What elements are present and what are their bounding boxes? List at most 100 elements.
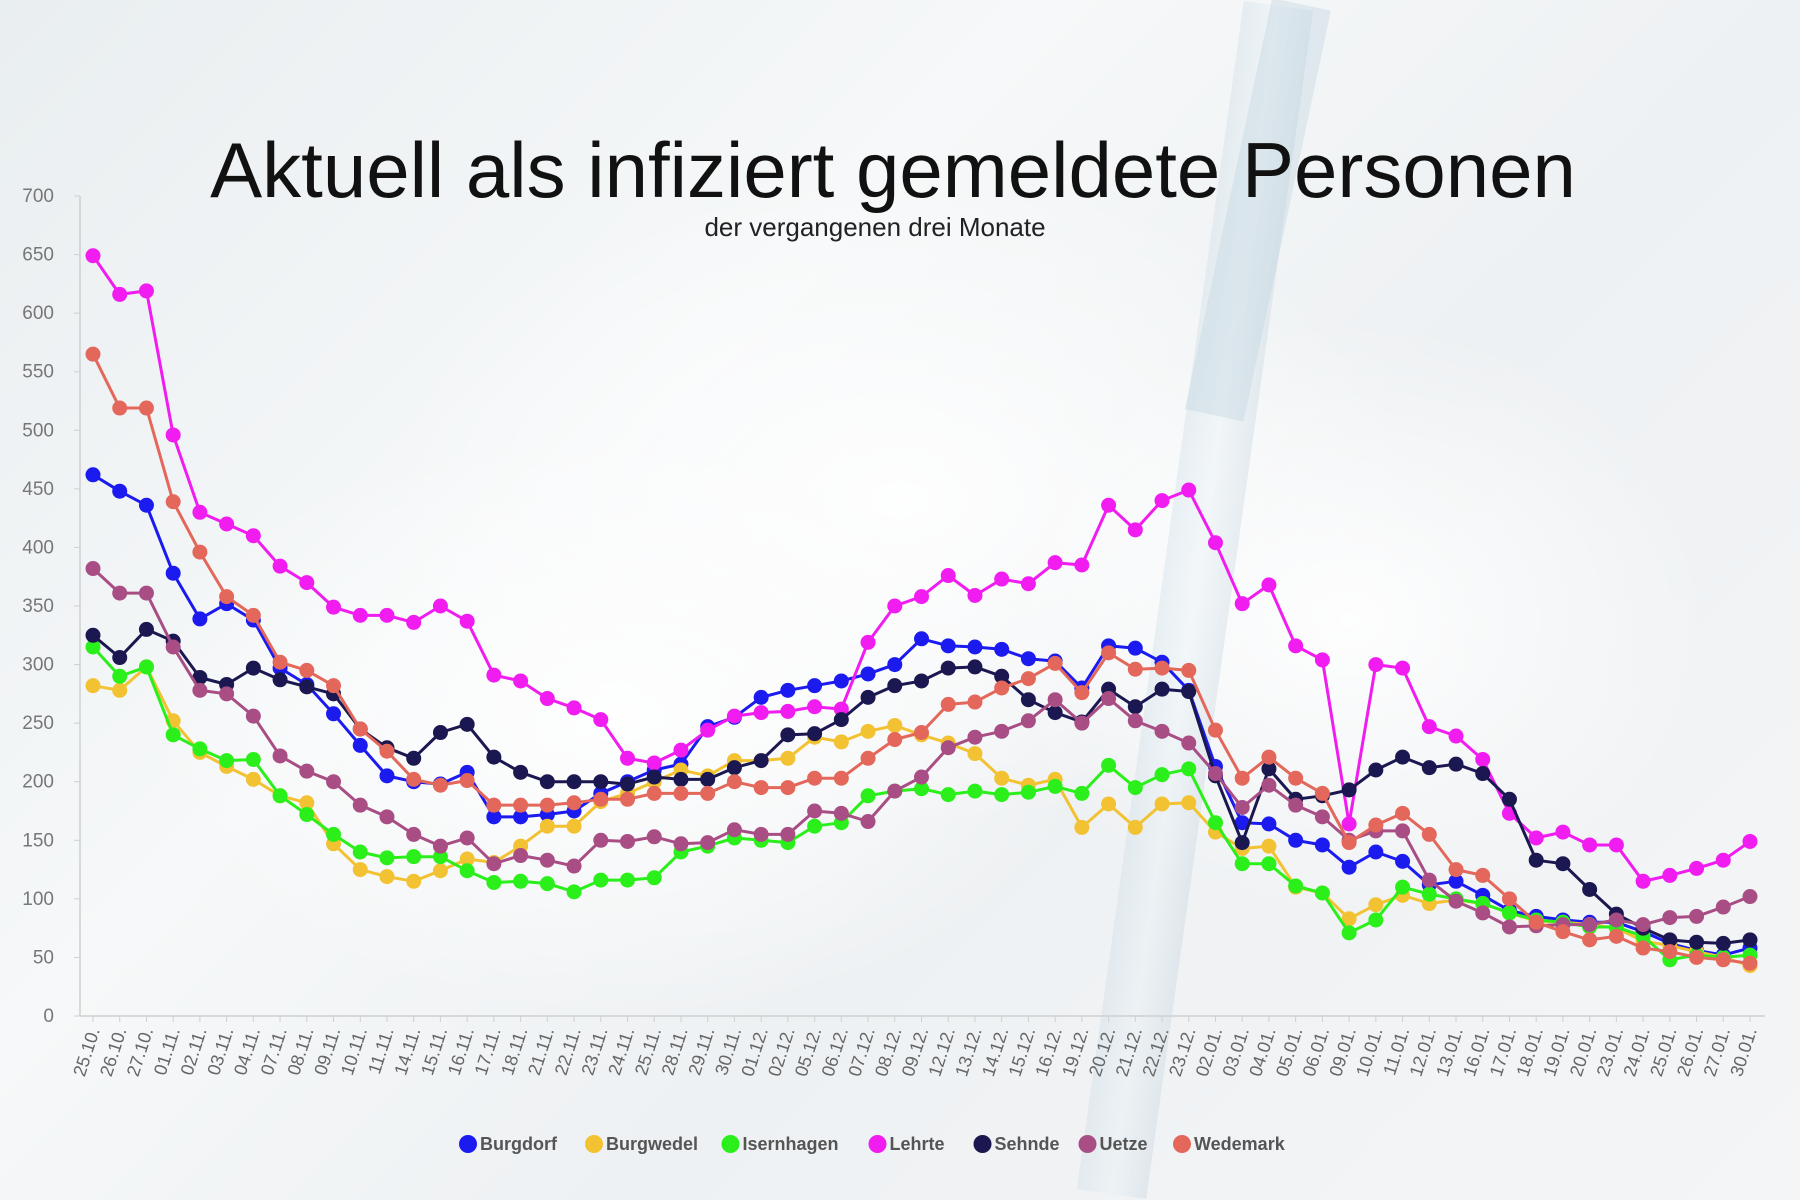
y-tick-label: 350 <box>22 596 54 617</box>
data-point-lehrte <box>165 427 181 443</box>
y-tick-label: 550 <box>22 362 54 383</box>
data-point-wedemark <box>940 696 956 712</box>
data-point-isernhagen <box>352 844 368 860</box>
data-point-isernhagen <box>807 818 823 834</box>
data-point-isernhagen <box>406 849 422 865</box>
data-point-wedemark <box>1528 914 1544 930</box>
legend-label-burgdorf: Burgdorf <box>480 1134 558 1154</box>
data-point-sehnde <box>1261 761 1277 777</box>
data-point-isernhagen <box>994 787 1010 803</box>
data-point-lehrte <box>780 703 796 719</box>
data-point-burgdorf <box>379 768 395 784</box>
series-line-isernhagen <box>91 645 1751 962</box>
data-point-lehrte <box>914 589 929 605</box>
data-point-wedemark <box>833 770 849 786</box>
data-point-sehnde <box>459 716 475 732</box>
data-point-burgdorf <box>994 641 1010 657</box>
data-point-uetze <box>620 833 636 849</box>
data-point-uetze <box>914 769 929 785</box>
data-point-burgwedel <box>994 770 1010 786</box>
data-point-wedemark <box>753 780 769 796</box>
data-point-burgwedel <box>299 795 315 811</box>
data-point-wedemark <box>272 654 288 670</box>
y-tick-label: 200 <box>22 772 54 793</box>
legend: Burgdorf Burgwedel Isernhagen Lehrte Sehnde U… <box>459 1134 1286 1154</box>
data-point-isernhagen <box>1314 885 1330 901</box>
data-point-lehrte <box>673 742 689 758</box>
data-point-wedemark <box>1421 826 1437 842</box>
data-point-wedemark <box>1501 891 1517 907</box>
y-tick-label: 650 <box>22 245 54 266</box>
data-point-lehrte <box>1689 860 1705 876</box>
data-point-burgdorf <box>807 678 823 694</box>
data-point-uetze <box>1448 893 1464 909</box>
data-point-uetze <box>1475 905 1491 921</box>
data-point-isernhagen <box>646 870 662 886</box>
data-point-sehnde <box>1341 782 1357 798</box>
data-point-wedemark <box>967 694 983 710</box>
data-point-lehrte <box>326 599 342 615</box>
y-tick-label: 0 <box>43 1006 54 1027</box>
data-point-sehnde <box>192 669 208 685</box>
data-point-wedemark <box>1662 944 1678 960</box>
data-point-uetze <box>780 826 796 842</box>
data-point-sehnde <box>1689 934 1705 950</box>
data-point-isernhagen <box>513 873 529 889</box>
data-point-uetze <box>566 858 582 874</box>
y-tick-label: 700 <box>22 186 54 207</box>
data-point-wedemark <box>1314 785 1330 801</box>
data-point-uetze <box>1395 823 1411 839</box>
data-point-sehnde <box>1715 935 1731 951</box>
data-point-wedemark <box>85 346 101 362</box>
data-point-sehnde <box>1181 684 1197 700</box>
data-point-uetze <box>245 708 261 724</box>
data-point-wedemark <box>1101 645 1117 661</box>
data-point-lehrte <box>1341 816 1357 832</box>
data-point-wedemark <box>1395 805 1411 821</box>
data-point-burgwedel <box>379 869 395 885</box>
data-point-isernhagen <box>138 659 154 675</box>
data-point-burgwedel <box>432 863 448 879</box>
data-point-sehnde <box>726 760 742 776</box>
data-point-lehrte <box>1555 824 1571 840</box>
data-point-wedemark <box>1635 940 1651 956</box>
data-point-isernhagen <box>165 727 181 743</box>
data-point-wedemark <box>165 494 181 510</box>
data-point-wedemark <box>620 791 636 807</box>
data-point-uetze <box>646 829 662 845</box>
data-point-lehrte <box>352 607 368 623</box>
data-point-sehnde <box>486 749 502 765</box>
data-point-wedemark <box>860 750 876 766</box>
data-point-sehnde <box>85 627 101 643</box>
data-point-burgwedel <box>112 682 128 698</box>
data-point-wedemark <box>379 743 395 759</box>
data-point-sehnde <box>646 769 662 785</box>
data-point-burgdorf <box>1314 837 1330 853</box>
data-point-burgwedel <box>1181 795 1197 811</box>
data-point-wedemark <box>807 770 823 786</box>
data-point-lehrte <box>272 558 288 574</box>
legend-marker-burgdorf <box>459 1135 477 1153</box>
data-point-burgwedel <box>833 734 849 750</box>
data-point-lehrte <box>1395 660 1411 676</box>
legend-item-burgwedel: Burgwedel <box>585 1134 698 1154</box>
data-point-burgwedel <box>967 746 983 762</box>
data-point-wedemark <box>1689 949 1705 965</box>
data-point-sehnde <box>780 727 796 743</box>
data-point-sehnde <box>406 750 422 766</box>
data-point-sehnde <box>1368 762 1384 778</box>
data-point-uetze <box>700 835 716 851</box>
data-point-sehnde <box>833 712 849 728</box>
data-point-sehnde <box>994 668 1010 684</box>
data-point-burgwedel <box>352 862 368 878</box>
data-point-lehrte <box>1127 522 1143 538</box>
data-point-lehrte <box>726 708 742 724</box>
data-point-wedemark <box>245 607 261 623</box>
data-point-sehnde <box>299 679 315 695</box>
legend-label-sehnde: Sehnde <box>995 1134 1060 1154</box>
data-point-isernhagen <box>967 783 983 799</box>
data-point-sehnde <box>807 726 823 742</box>
data-point-wedemark <box>700 785 716 801</box>
data-point-sehnde <box>1662 932 1678 948</box>
